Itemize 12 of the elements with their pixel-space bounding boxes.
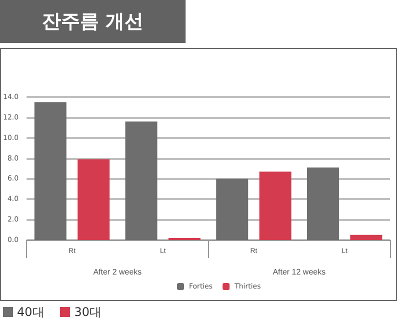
bar	[259, 172, 292, 240]
text: After 2 weeks	[93, 268, 142, 276]
bar	[216, 178, 248, 240]
text: 30대	[74, 305, 102, 319]
text: After 12 weeks	[272, 268, 326, 276]
bar	[78, 159, 110, 240]
bar	[350, 234, 382, 240]
text: 40대	[17, 305, 44, 319]
bar	[306, 167, 339, 240]
bar	[34, 102, 66, 240]
bar	[125, 122, 158, 240]
chart-title: 잔주름 개선	[42, 10, 144, 32]
